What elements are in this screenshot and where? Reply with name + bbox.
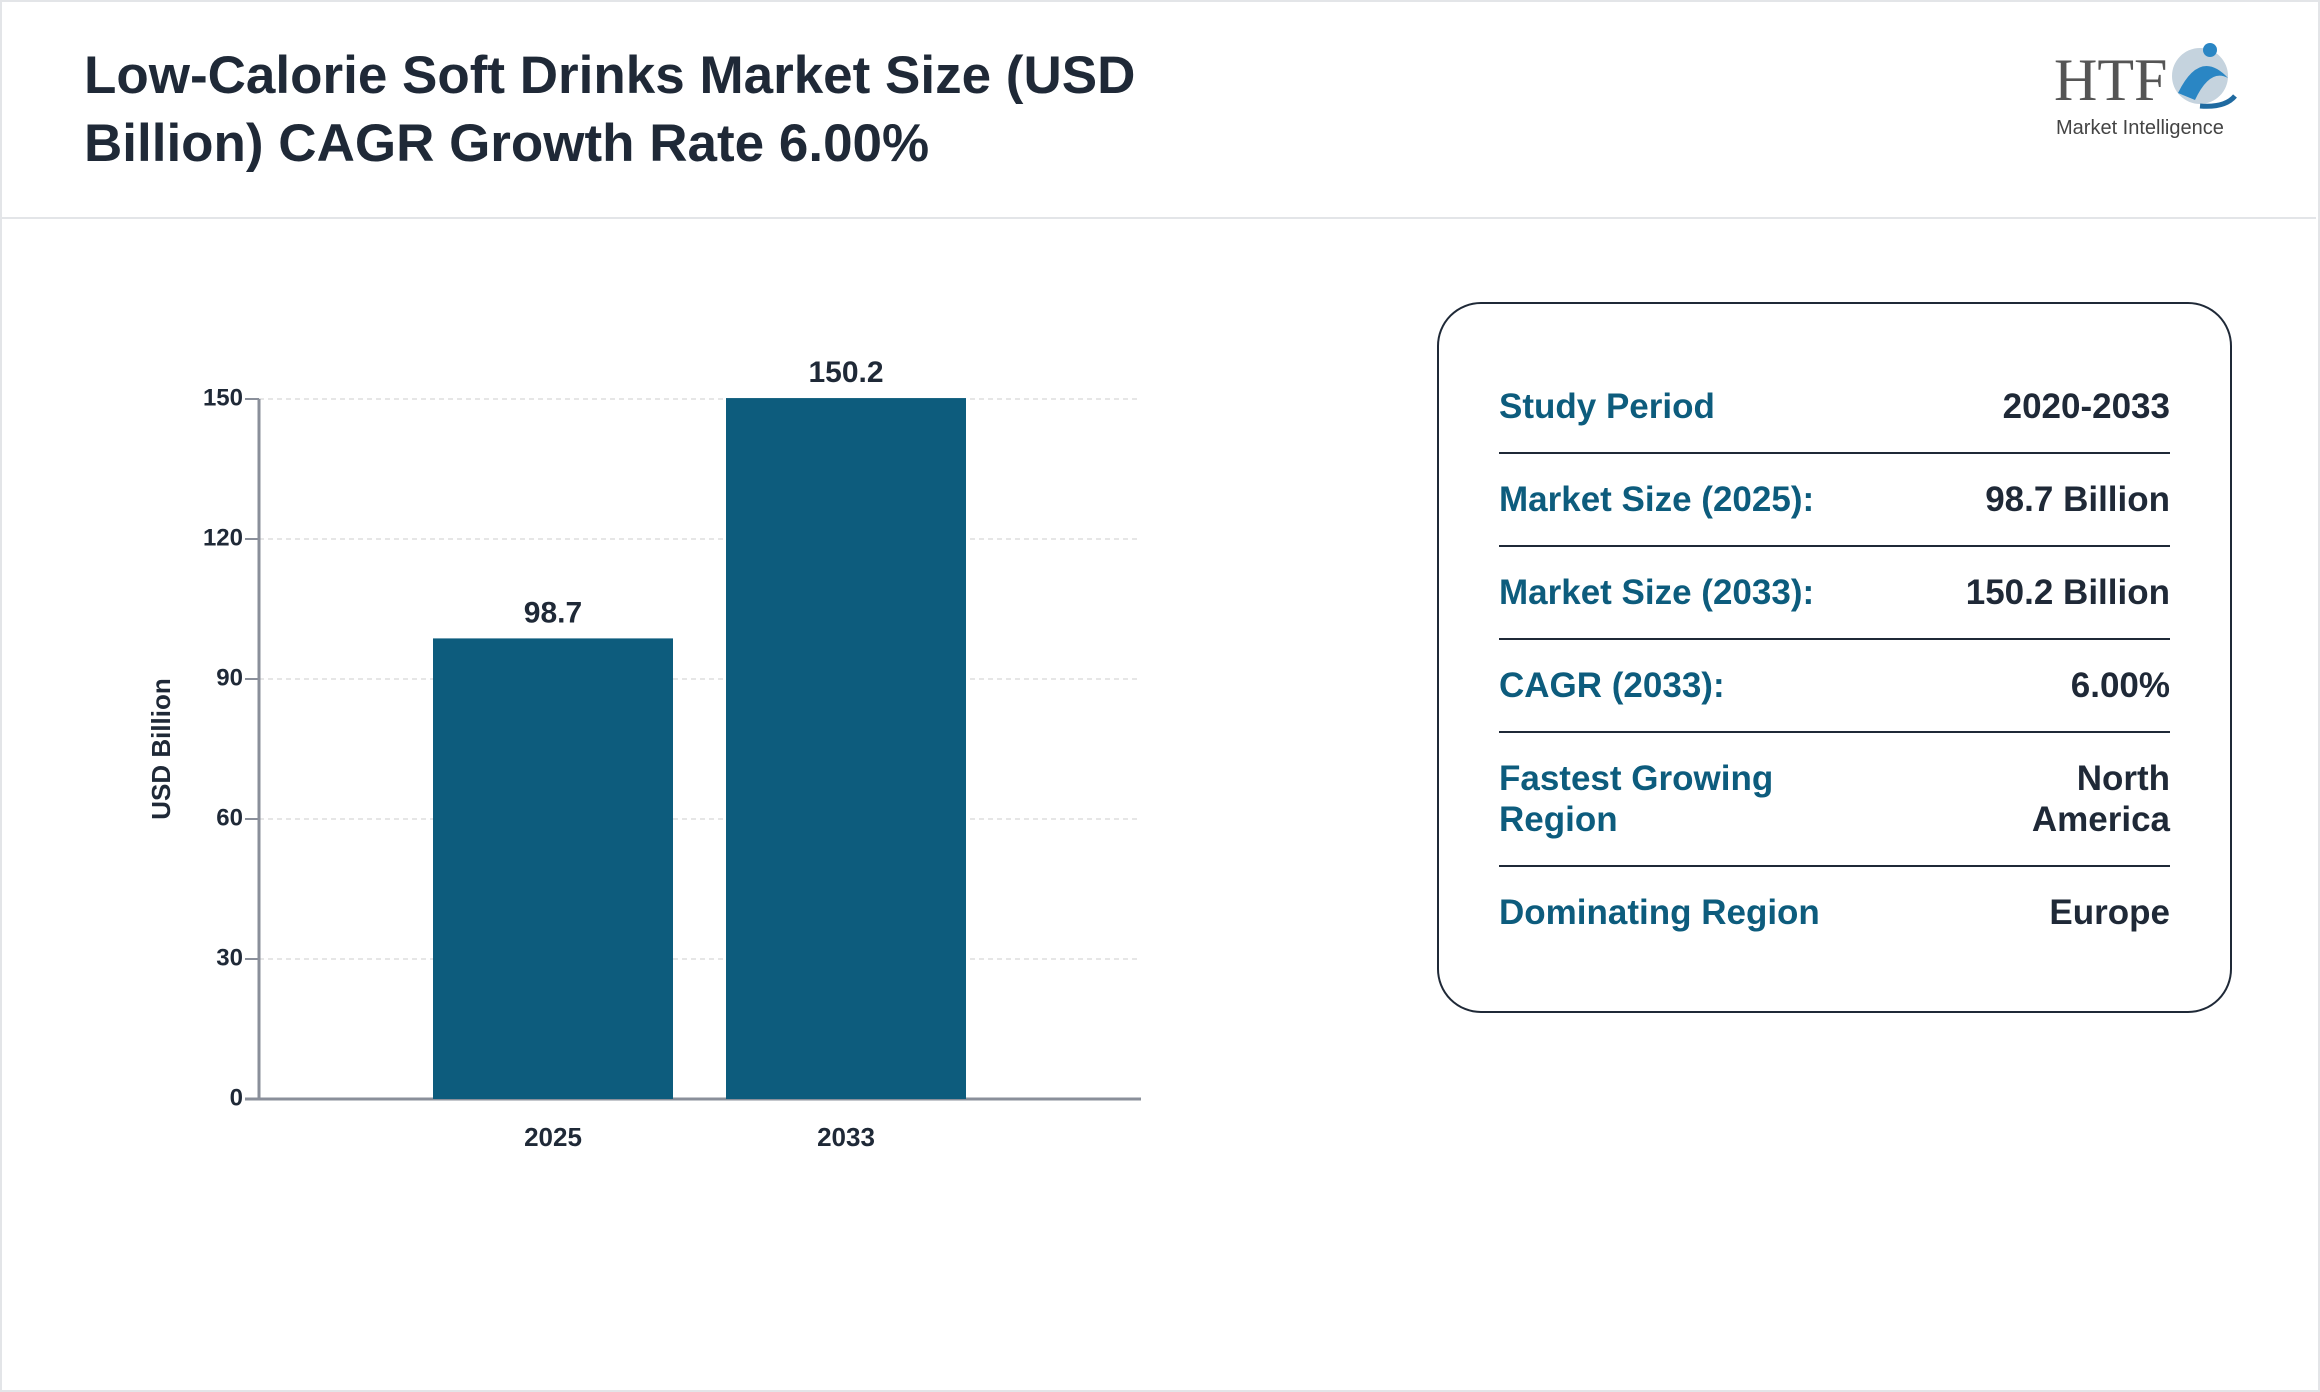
info-row: Fastest Growing Region North America: [1499, 733, 2170, 867]
y-tick-label: 0: [230, 1084, 243, 1111]
x-tick-label: 2025: [524, 1122, 582, 1152]
info-label: Dominating Region: [1499, 893, 1820, 932]
logo-tagline: Market Intelligence: [2056, 117, 2224, 139]
info-value: 2020-2033: [2002, 387, 2170, 426]
info-row: Dominating Region Europe: [1499, 867, 2170, 958]
y-tick-label: 150: [203, 384, 243, 411]
info-label: Study Period: [1499, 387, 1715, 426]
info-label: Market Size (2025):: [1499, 480, 1815, 519]
chart: 0 30 60 90 120 150 USD Billion 98.7 2025 150.2 203…: [146, 356, 1141, 1152]
x-tick-label: 2033: [817, 1122, 875, 1152]
header: Low-Calorie Soft Drinks Market Size (USD…: [0, 0, 2316, 219]
info-row: Market Size (2033): 150.2 Billion: [1499, 547, 2170, 640]
info-row: Market Size (2025): 98.7 Billion: [1499, 454, 2170, 547]
info-value: 98.7 Billion: [1985, 480, 2170, 519]
value-label: 98.7: [524, 596, 582, 629]
value-label: 150.2: [808, 356, 883, 389]
info-row: CAGR (2033): 6.00%: [1499, 640, 2170, 733]
logo-swirl: [2178, 66, 2228, 100]
page-title: Low-Calorie Soft Drinks Market Size (USD…: [84, 46, 1136, 173]
info-label: Fastest Growing Region: [1499, 759, 1774, 839]
info-value: 6.00%: [2070, 666, 2170, 705]
info-panel: Study Period 2020-2033 Market Size (2025):…: [1437, 302, 2232, 1013]
logo-dot: [2203, 43, 2217, 57]
y-tick-label: 60: [216, 804, 243, 831]
logo-swoosh: [2199, 94, 2237, 109]
info-label: Market Size (2033):: [1499, 573, 1815, 612]
info-value: Europe: [2049, 893, 2170, 932]
y-tick-label: 30: [216, 944, 243, 971]
info-row: Study Period 2020-2033: [1499, 361, 2170, 454]
logo-mark: HTF: [2054, 47, 2167, 113]
bar: [433, 638, 673, 1099]
bar: [726, 398, 966, 1100]
y-axis-label: USD Billion: [146, 678, 176, 820]
info-value: 150.2 Billion: [1965, 573, 2170, 612]
info-label: CAGR (2033):: [1499, 666, 1725, 705]
y-tick-label: 120: [203, 524, 243, 551]
y-tick-label: 90: [216, 664, 243, 691]
info-value: North America: [2031, 759, 2170, 839]
logo: HTF Market Intelligence: [2054, 43, 2237, 139]
